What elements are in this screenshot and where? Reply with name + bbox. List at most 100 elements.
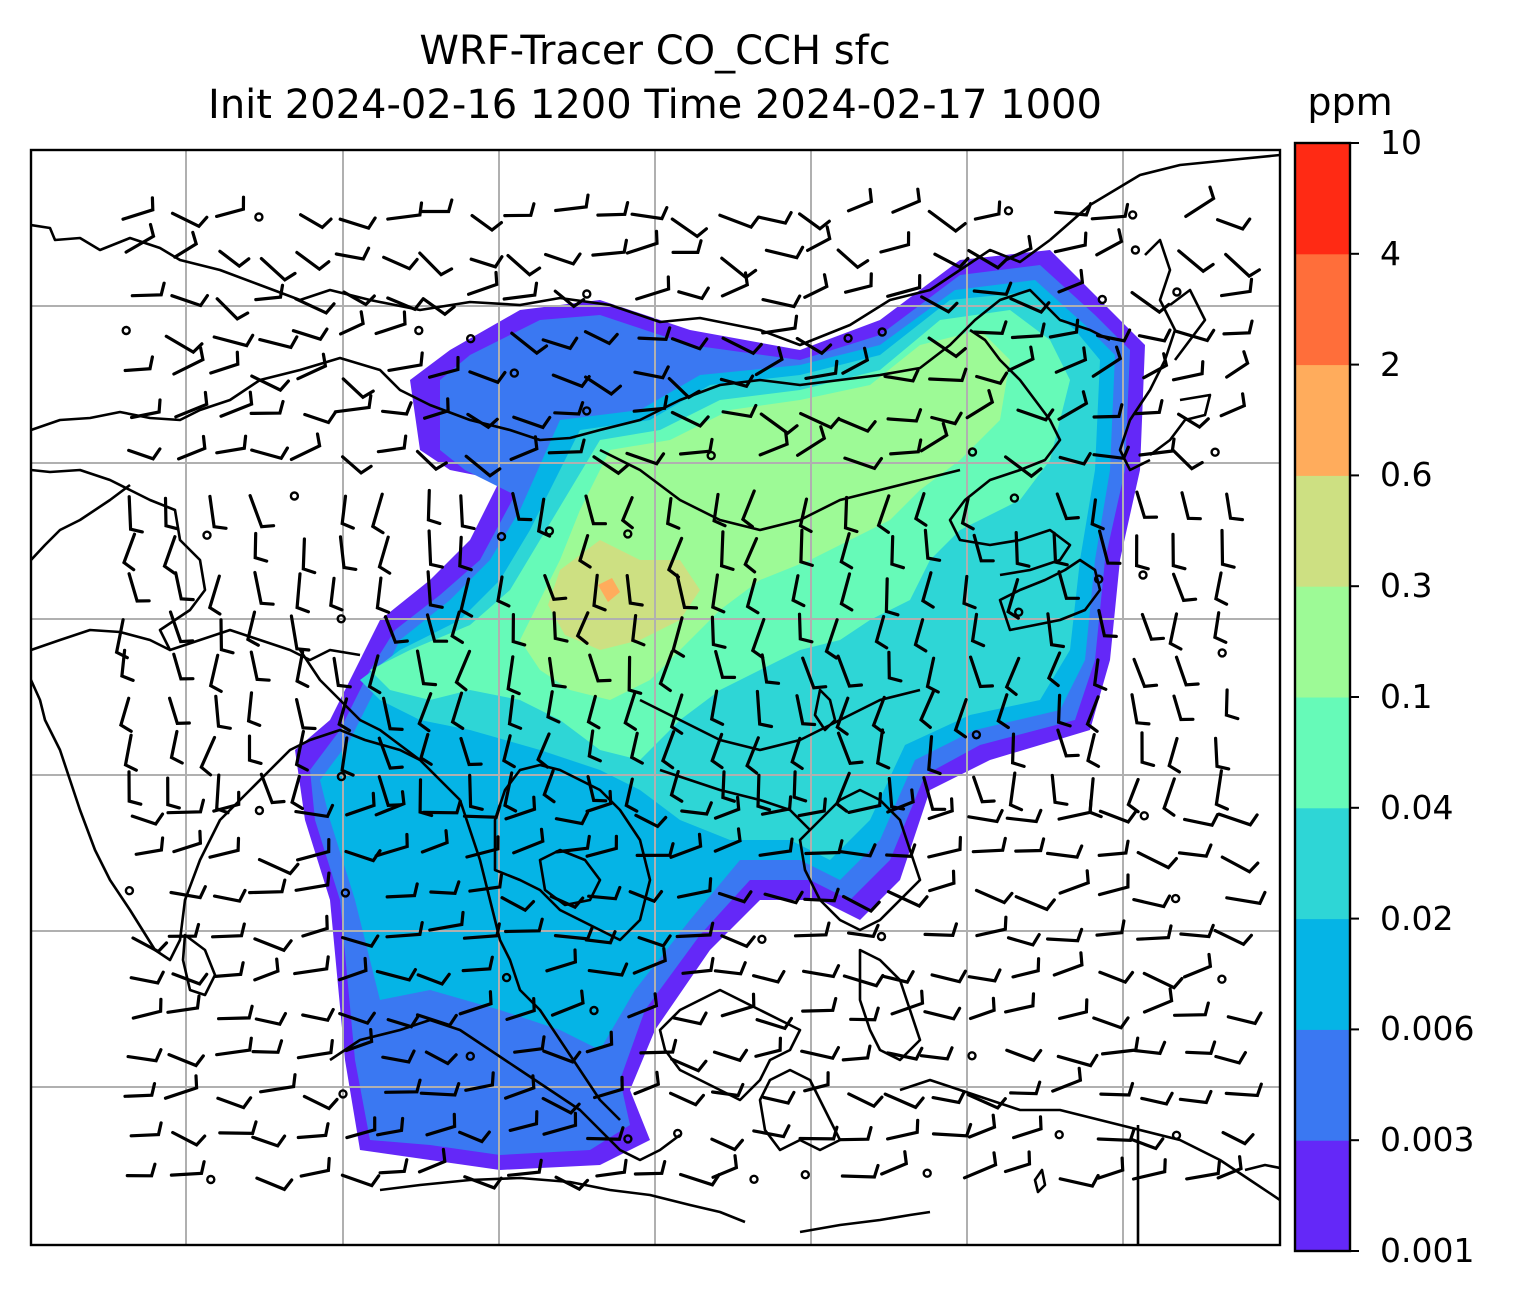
wind-barb — [415, 449, 448, 472]
wind-barb — [502, 281, 539, 301]
colorbar-tick-label: 2 — [1380, 344, 1401, 384]
calm-wind-marker — [877, 327, 887, 337]
wind-barb — [972, 320, 1008, 335]
wind-barb — [507, 1158, 543, 1177]
wind-barb — [374, 790, 406, 817]
wind-barb — [719, 530, 735, 571]
wind-barb — [341, 934, 380, 948]
wind-barb — [458, 1130, 491, 1144]
wind-barb — [428, 910, 465, 932]
wind-barb — [459, 736, 483, 767]
wind-barb — [1171, 532, 1187, 571]
wind-barb — [502, 734, 516, 769]
wind-barb — [802, 964, 841, 979]
wind-barb — [255, 1176, 294, 1192]
wind-barb — [919, 1046, 954, 1061]
wind-barb — [1184, 185, 1216, 218]
wind-barb — [876, 494, 891, 534]
wind-barb — [721, 403, 758, 419]
wind-barb — [338, 1011, 376, 1026]
wind-barb — [381, 1049, 416, 1064]
wind-barb — [134, 836, 165, 856]
wind-barb — [575, 611, 590, 645]
wind-barb — [551, 373, 591, 389]
wind-barb — [677, 286, 710, 301]
wind-barb — [967, 968, 1002, 983]
wind-barb — [1220, 277, 1254, 298]
wind-barb — [841, 1044, 872, 1062]
wind-barb — [295, 698, 317, 731]
wind-barb — [875, 728, 891, 770]
wind-barb — [543, 574, 568, 602]
wind-barb — [1178, 1089, 1213, 1105]
wind-barb — [215, 195, 246, 218]
wind-barb — [883, 368, 920, 383]
wind-barb — [639, 1038, 678, 1055]
wind-barb — [119, 696, 133, 733]
wind-barb — [1177, 412, 1210, 429]
wind-barb — [890, 989, 925, 1016]
wind-barb — [1214, 769, 1229, 811]
wind-barb — [1132, 894, 1172, 909]
wind-barb — [1095, 919, 1126, 937]
wind-barb — [1050, 773, 1069, 806]
wind-barb — [587, 885, 622, 901]
wind-barb — [584, 930, 617, 945]
calm-wind-marker — [582, 289, 592, 299]
wind-barb — [798, 212, 831, 231]
wind-barb — [341, 377, 375, 400]
wind-barb — [588, 653, 612, 683]
wind-barb — [458, 535, 473, 572]
colorbar-tick-label: 4 — [1380, 233, 1401, 273]
wind-barb — [1005, 1048, 1043, 1063]
calm-wind-marker — [876, 931, 887, 942]
wind-barb — [960, 497, 975, 531]
wind-barb — [545, 948, 578, 973]
wind-barb — [301, 537, 317, 575]
wind-barb — [584, 494, 607, 526]
wind-barb — [1097, 608, 1118, 638]
wind-barb — [427, 529, 444, 569]
wind-barb — [166, 798, 205, 815]
wind-barb — [301, 914, 329, 938]
wind-barb — [334, 246, 371, 261]
wind-barb — [624, 777, 639, 813]
wind-barb — [174, 571, 195, 602]
wind-barb — [163, 496, 180, 531]
wind-barb — [387, 351, 424, 372]
wind-barb — [1173, 1001, 1210, 1017]
calm-wind-marker — [254, 212, 264, 222]
wind-barb — [500, 896, 536, 913]
wind-barb — [1225, 492, 1244, 522]
wind-barb — [454, 649, 472, 692]
calm-wind-marker — [1003, 206, 1014, 216]
wind-barb — [510, 331, 549, 356]
wind-barb — [464, 454, 502, 478]
wind-barb — [219, 618, 235, 655]
wind-barb — [634, 813, 668, 829]
wind-barb — [465, 835, 500, 859]
wind-barb — [162, 535, 177, 575]
calm-wind-marker — [589, 1005, 599, 1016]
wind-barb — [340, 494, 355, 530]
wind-barb — [1011, 957, 1041, 979]
wind-barb — [536, 497, 552, 538]
wind-barb — [382, 255, 419, 271]
wind-barb — [512, 827, 545, 855]
wind-barb — [1009, 1080, 1042, 1096]
wind-barb — [886, 1046, 924, 1061]
wind-barb — [1057, 798, 1093, 821]
calm-wind-marker — [967, 447, 978, 457]
wind-barb — [795, 694, 817, 727]
wind-barb — [386, 201, 424, 221]
wind-barb — [839, 572, 854, 612]
wind-barb — [967, 1113, 997, 1139]
wind-barb — [419, 732, 433, 766]
wind-barb — [591, 238, 628, 257]
wind-barb — [1140, 1091, 1174, 1106]
colorbar-tick-label: 10 — [1380, 123, 1422, 162]
wind-barb — [385, 882, 419, 899]
wind-barb — [847, 792, 882, 814]
wind-barb — [968, 996, 996, 1021]
wind-barb — [1090, 202, 1130, 221]
